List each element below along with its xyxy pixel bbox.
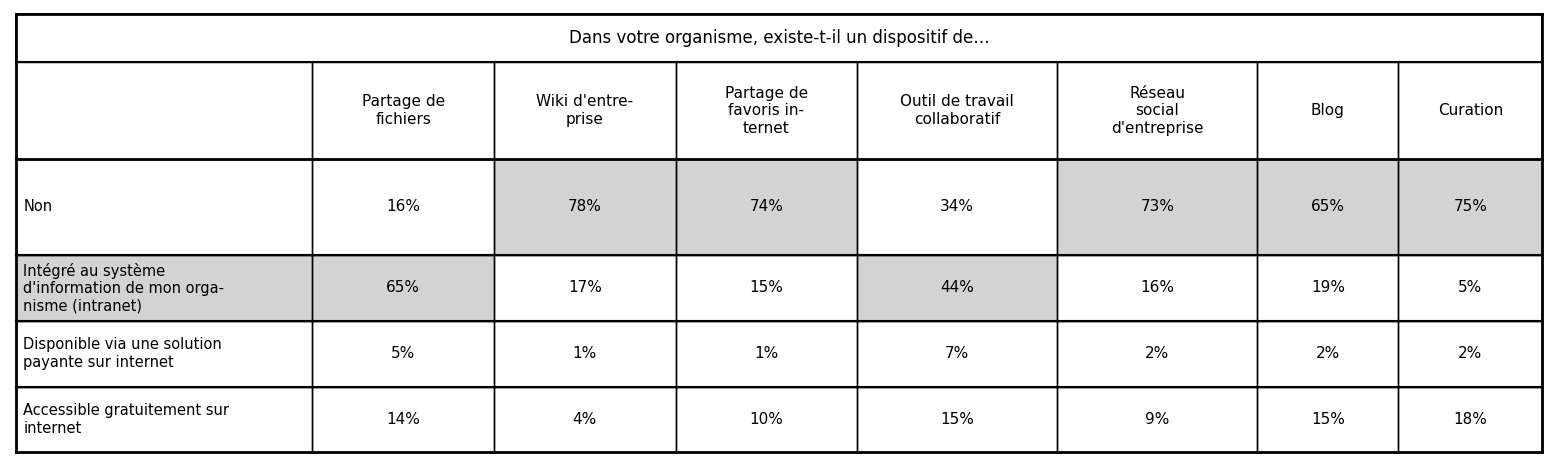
- Text: 1%: 1%: [573, 346, 597, 361]
- Text: 5%: 5%: [1458, 280, 1483, 296]
- Text: Partage de
fichiers: Partage de fichiers: [361, 94, 444, 127]
- Text: 15%: 15%: [1310, 412, 1345, 427]
- Bar: [1398, 255, 1542, 321]
- Text: 73%: 73%: [1140, 199, 1175, 215]
- Text: 9%: 9%: [1145, 412, 1170, 427]
- Text: Partage de
favoris in-
ternet: Partage de favoris in- ternet: [724, 86, 809, 136]
- Text: Outil de travail
collaboratif: Outil de travail collaboratif: [901, 94, 1014, 127]
- Text: 16%: 16%: [386, 199, 421, 215]
- Bar: [1257, 159, 1398, 255]
- Text: Accessible gratuitement sur
internet: Accessible gratuitement sur internet: [23, 403, 229, 436]
- Text: Réseau
social
d'entreprise: Réseau social d'entreprise: [1111, 86, 1204, 136]
- Text: 2%: 2%: [1145, 346, 1170, 361]
- Bar: [1257, 321, 1398, 387]
- Text: 75%: 75%: [1454, 199, 1488, 215]
- Text: Disponible via une solution
payante sur internet: Disponible via une solution payante sur …: [23, 337, 223, 370]
- Bar: [1257, 387, 1398, 452]
- Text: Non: Non: [23, 199, 53, 215]
- Bar: [1398, 321, 1542, 387]
- Text: Intégré au système
d'information de mon orga-
nisme (intranet): Intégré au système d'information de mon …: [23, 263, 224, 313]
- Text: 14%: 14%: [386, 412, 421, 427]
- Text: 19%: 19%: [1310, 280, 1345, 296]
- Text: 10%: 10%: [749, 412, 784, 427]
- Text: Dans votre organisme, existe-t-il un dispositif de…: Dans votre organisme, existe-t-il un dis…: [569, 30, 989, 48]
- Text: 2%: 2%: [1458, 346, 1483, 361]
- Text: 18%: 18%: [1454, 412, 1488, 427]
- Text: 74%: 74%: [749, 199, 784, 215]
- Bar: [1257, 255, 1398, 321]
- Text: 7%: 7%: [946, 346, 969, 361]
- Text: 15%: 15%: [939, 412, 974, 427]
- Text: 17%: 17%: [567, 280, 601, 296]
- Text: 34%: 34%: [939, 199, 974, 215]
- Text: 15%: 15%: [749, 280, 784, 296]
- Text: 5%: 5%: [391, 346, 416, 361]
- Text: 16%: 16%: [1140, 280, 1175, 296]
- Text: 78%: 78%: [567, 199, 601, 215]
- Text: 1%: 1%: [754, 346, 779, 361]
- Text: 44%: 44%: [939, 280, 974, 296]
- Text: 65%: 65%: [1310, 199, 1345, 215]
- Bar: [1257, 62, 1398, 159]
- Text: Blog: Blog: [1310, 103, 1345, 118]
- Bar: [1398, 159, 1542, 255]
- Text: Wiki d'entre-
prise: Wiki d'entre- prise: [536, 94, 633, 127]
- Text: 4%: 4%: [573, 412, 597, 427]
- Text: 2%: 2%: [1315, 346, 1340, 361]
- Text: 65%: 65%: [386, 280, 421, 296]
- Bar: [1398, 387, 1542, 452]
- Bar: [1398, 62, 1542, 159]
- Text: Curation: Curation: [1438, 103, 1503, 118]
